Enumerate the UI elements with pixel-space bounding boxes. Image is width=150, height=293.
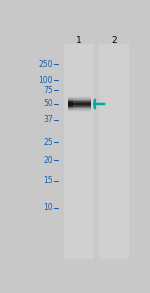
Text: 1: 1 bbox=[76, 36, 82, 45]
Bar bbox=[68, 103, 91, 104]
Bar bbox=[68, 107, 91, 108]
Bar bbox=[68, 105, 91, 106]
Bar bbox=[68, 99, 73, 100]
Text: 25: 25 bbox=[43, 138, 53, 147]
Bar bbox=[68, 100, 73, 101]
Text: 20: 20 bbox=[43, 156, 53, 165]
Bar bbox=[68, 105, 73, 106]
Text: 15: 15 bbox=[43, 176, 53, 185]
Bar bbox=[68, 99, 91, 100]
Bar bbox=[68, 104, 73, 105]
Text: 10: 10 bbox=[43, 203, 53, 212]
Text: 250: 250 bbox=[39, 60, 53, 69]
Text: 75: 75 bbox=[43, 86, 53, 95]
Bar bbox=[68, 109, 73, 110]
Bar bbox=[68, 108, 91, 109]
Text: 50: 50 bbox=[43, 99, 53, 108]
Text: 37: 37 bbox=[43, 115, 53, 124]
Bar bbox=[68, 110, 91, 111]
Bar bbox=[68, 109, 91, 110]
Bar bbox=[68, 103, 73, 104]
Bar bbox=[68, 100, 91, 101]
Bar bbox=[68, 98, 73, 99]
Bar bbox=[68, 111, 91, 112]
Bar bbox=[68, 102, 73, 103]
Bar bbox=[68, 96, 91, 97]
Bar bbox=[64, 44, 94, 258]
Bar bbox=[68, 101, 73, 102]
Bar bbox=[68, 102, 91, 103]
Text: 100: 100 bbox=[39, 76, 53, 85]
Bar bbox=[68, 97, 91, 98]
Text: 2: 2 bbox=[111, 36, 117, 45]
Bar bbox=[68, 106, 73, 107]
Bar bbox=[68, 98, 91, 99]
Bar bbox=[68, 108, 73, 109]
Bar bbox=[68, 106, 91, 107]
Bar bbox=[68, 101, 91, 102]
Bar bbox=[99, 44, 129, 258]
Bar bbox=[68, 107, 73, 108]
Bar bbox=[68, 104, 91, 105]
